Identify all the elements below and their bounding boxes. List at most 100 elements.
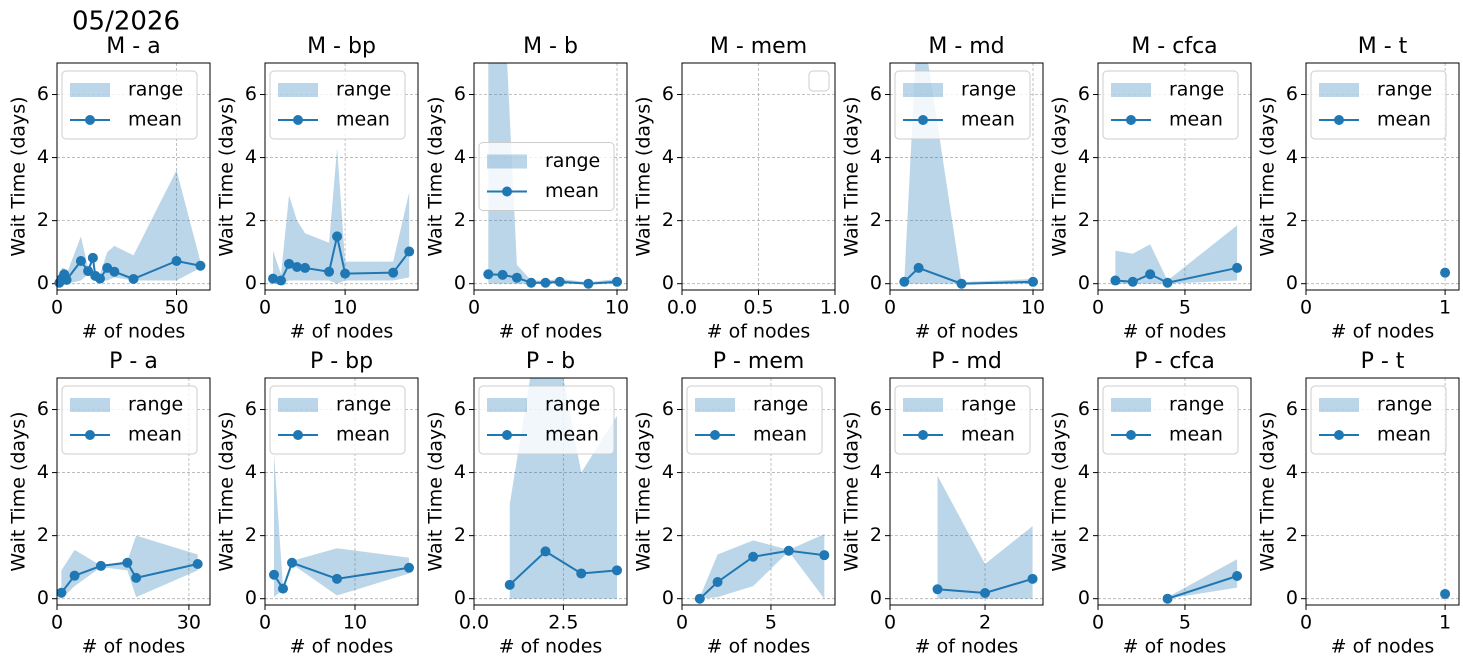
mean-line [903,266,1034,285]
mean-point [1232,570,1243,581]
plot-area [272,148,410,284]
legend-box [894,70,1031,140]
legend-box [61,385,198,455]
legend-swatch [278,398,318,412]
plot-area [1167,559,1238,600]
legend-box [894,385,1031,455]
x-tick-label: 0 [51,297,63,319]
x-tick-label: 0 [1092,612,1104,634]
x-tick-label: 0 [51,612,63,634]
y-tick-label: 2 [454,209,466,231]
x-tick-label: 0 [1300,612,1312,634]
panel: 0 2 4 6 0 10 M - md # of nodes Wait Time (days) r… [841,34,1046,343]
y-tick-label: 2 [37,209,49,231]
mean-point [269,569,279,580]
x-axis-label: # of nodes [1331,636,1435,658]
legend-box [808,70,830,92]
y-tick-label: 2 [870,524,882,546]
mean-point [1110,275,1121,286]
mean-point [131,572,142,583]
panel: 0 2 4 6 0.0 2.5 P - b # of nodes Wait Time (days… [425,349,628,658]
panel: 0 2 4 6 0 10 M - bp # of nodes Wait Time (days) r… [216,34,419,343]
mean-line [1167,575,1238,600]
legend-label: mean [128,109,182,131]
panel-title: M - cfca [1131,34,1217,59]
mean-point [913,262,924,273]
legend-marker [1126,115,1136,125]
legend-marker [710,430,720,440]
mean-point [526,277,537,288]
legend-marker [502,430,512,440]
legend-swatch [278,83,318,97]
legend-swatch [695,398,735,412]
legend-label: range [128,394,183,416]
plot-area [273,453,410,598]
axes-frame [1097,62,1252,291]
mean-point [278,583,288,594]
y-tick-label: 6 [245,83,257,105]
y-tick-label: 0 [245,272,257,294]
legend-box [686,385,823,455]
range-band [937,475,1033,599]
y-tick-label: 4 [1286,461,1298,483]
axes-frame [56,377,211,606]
panel-title: M - md [928,34,1004,59]
range-band [699,534,825,599]
y-axis-label: Wait Time (days) [1049,411,1071,571]
legend-box [1310,385,1447,455]
x-tick-label: 5 [1179,297,1191,319]
mean-point [340,268,351,279]
mean-point [1440,267,1451,278]
y-tick-label: 2 [454,524,466,546]
axes-frame [1305,62,1460,291]
x-tick-label: 0.5 [743,297,773,319]
mean-point [511,272,522,283]
mean-point [932,584,943,595]
y-tick-label: 0 [37,272,49,294]
legend-label: range [1377,394,1432,416]
mean-point [332,573,342,584]
y-tick-label: 6 [870,83,882,105]
panel: 0 2 4 6 0 1 P - t # of nodes Wait Time (days) ran… [1257,349,1460,658]
axes-frame [1305,377,1460,606]
panel: 0 2 4 6 0 10 P - bp # of nodes Wait Time (days) r… [216,349,419,658]
legend-label: mean [1377,109,1431,131]
x-tick-label: 5 [1179,612,1191,634]
y-tick-label: 6 [1286,83,1298,105]
mean-point [95,560,106,571]
mean-point [292,261,303,272]
panel-title: P - a [109,349,158,374]
mean-point [583,278,594,289]
y-tick-label: 0 [1078,587,1090,609]
legend-marker [918,430,928,440]
mean-point [497,269,508,280]
panel-title: P - mem [713,349,805,374]
x-tick-label: 0 [259,297,271,319]
panel: 0 2 4 6 0 5 M - cfca # of nodes Wait Time (days)… [1049,34,1252,343]
y-tick-label: 6 [1286,398,1298,420]
y-tick-label: 2 [1078,209,1090,231]
legend-label: range [1169,79,1224,101]
mean-point [404,562,414,573]
legend-swatch [70,398,110,412]
y-tick-label: 6 [454,398,466,420]
mean-point [324,266,335,277]
mean-point [1027,573,1038,584]
mean-point [404,246,415,257]
y-tick-label: 0 [454,272,466,294]
x-tick-label: 1.0 [820,297,850,319]
x-axis-label: # of nodes [290,636,394,658]
y-tick-label: 4 [1286,146,1298,168]
panel-title: M - bp [307,34,376,59]
panel-title: M - t [1358,34,1408,59]
mean-point [1162,593,1173,604]
y-tick-label: 4 [870,461,882,483]
y-tick-label: 2 [662,209,674,231]
axes-frame [681,62,836,291]
mean-point [388,267,399,278]
legend-swatch [1319,83,1359,97]
x-tick-label: 2.5 [548,612,578,634]
panel: 0 2 4 6 0 30 P - a # of nodes Wait Time (days) ra… [8,349,211,658]
y-tick-label: 4 [1078,461,1090,483]
